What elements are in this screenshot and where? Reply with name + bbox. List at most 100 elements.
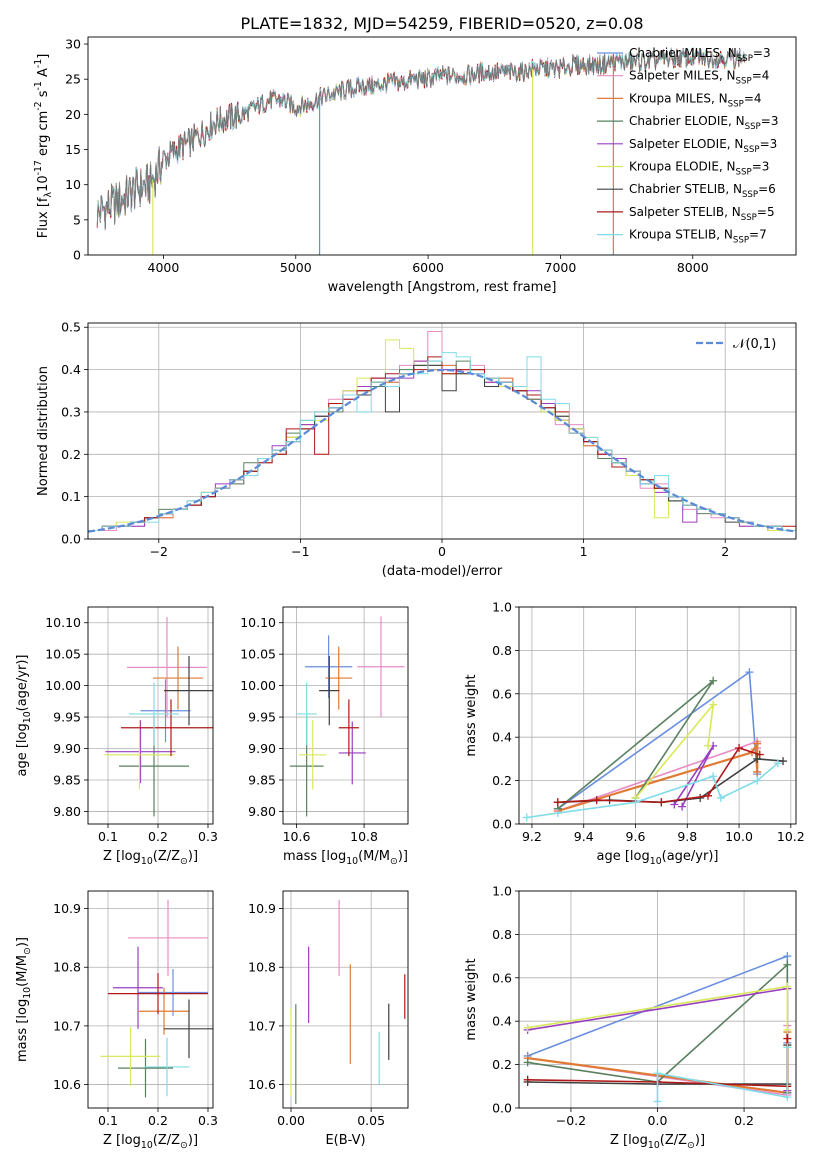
- y-tick-label: 0.4: [492, 1014, 512, 1029]
- ticks: 9.2 9.4 9.6 9.8 10.0 10.2 0.0 0.2 0.4 0.6 0.8 1.0: [492, 600, 805, 845]
- error-bars: [289, 616, 405, 817]
- data-point: [523, 1075, 532, 1084]
- y-tick-label: 0.5: [61, 320, 81, 335]
- y-tick-label: 0.2: [61, 447, 81, 462]
- legend-label: Chabrier STELIB, NSSP=6: [629, 182, 776, 200]
- x-tick-label: −1: [291, 544, 309, 559]
- x-tick-label: 9.8: [677, 829, 697, 844]
- data-point: [779, 757, 788, 766]
- error-bars: [290, 899, 406, 1104]
- x-tick-label: 1: [580, 544, 588, 559]
- x-tick-label: 7000: [545, 260, 577, 275]
- mass-vs-z-panel: 0.1 0.2 0.3 10.6 10.7 10.8 10.9 Z [log10(Z/Z⊙)]…: [15, 890, 218, 1151]
- y-tick-label: 5: [73, 212, 81, 227]
- series-line: [557, 670, 758, 810]
- data-point: [592, 796, 601, 805]
- data-point: [753, 767, 762, 776]
- data-point: [735, 744, 744, 753]
- axes-frame: [87, 606, 214, 825]
- x-tick-label: 6000: [412, 260, 444, 275]
- spectrum-line: [96, 47, 746, 229]
- x-tick-label: 8000: [677, 260, 709, 275]
- data-point: [553, 809, 562, 818]
- legend-label: 𝒩(0,1): [733, 337, 776, 352]
- y-tick-label: 9.80: [248, 804, 276, 819]
- data-point: [523, 1023, 532, 1032]
- legend-label: Kroupa MILES, NSSP=4: [629, 91, 762, 109]
- axes-frame: [518, 890, 797, 1109]
- data-point: [753, 739, 762, 748]
- data-point: [783, 982, 792, 991]
- x-tick-label: 0.05: [357, 1113, 385, 1128]
- y-tick-label: 10.9: [248, 901, 276, 916]
- y-tick-label: 1.0: [492, 600, 512, 615]
- data-point: [709, 772, 718, 781]
- x-tick-label: 0: [438, 544, 446, 559]
- y-tick-label: 9.85: [248, 772, 276, 787]
- x-tick-label: 4000: [148, 260, 180, 275]
- y-tick-label: 9.85: [53, 772, 81, 787]
- spectrum-lines: [96, 47, 746, 255]
- weight-vs-age-panel: 9.2 9.4 9.6 9.8 10.0 10.2 0.0 0.2 0.4 0.6 0.8 1.0 ag…: [464, 600, 805, 868]
- x-tick-label: 0.0: [648, 1113, 668, 1128]
- y-axis-label: Flux [fλ10-17 erg cm-2 s-1 A-1]: [33, 54, 54, 239]
- y-tick-label: 30: [65, 37, 81, 52]
- y-tick-label: 10.00: [45, 678, 81, 693]
- error-bars: [100, 899, 213, 1098]
- y-tick-label: 0.2: [492, 1057, 512, 1072]
- ticks: 4000 5000 6000 7000 8000 0 5 10 15 20 25 30: [65, 37, 709, 275]
- x-tick-label: 0.00: [277, 1113, 305, 1128]
- axes-frame: [87, 322, 797, 540]
- ticks: 0.1 0.2 0.3 10.6 10.7 10.8 10.9: [53, 901, 218, 1128]
- error-bars: [104, 617, 213, 817]
- data-point: [745, 668, 754, 677]
- data-point: [523, 1058, 532, 1067]
- x-axis-label: mass [log10(M/M⊙)]: [283, 849, 408, 867]
- y-tick-label: 10.7: [53, 1018, 81, 1033]
- mass-vs-ebv-panel: 0.00 0.05 10.6 10.7 10.8 10.9 E(B-V): [248, 890, 409, 1148]
- legend-label: Chabrier MILES, NSSP=3: [629, 46, 771, 64]
- x-tick-label: 10.0: [725, 829, 753, 844]
- y-tick-label: 25: [65, 72, 81, 87]
- y-tick-label: 15: [65, 142, 81, 157]
- weight-series: [523, 952, 792, 1106]
- y-tick-label: 20: [65, 107, 81, 122]
- y-tick-label: 10.8: [248, 960, 276, 975]
- legend-label: Salpeter MILES, NSSP=4: [629, 69, 769, 87]
- data-point: [783, 1093, 792, 1102]
- x-tick-label: −0.2: [556, 1113, 586, 1128]
- y-tick-label: 10.8: [53, 960, 81, 975]
- y-tick-label: 0.3: [61, 404, 81, 419]
- y-tick-label: 0.4: [61, 362, 81, 377]
- legend: 𝒩(0,1): [696, 337, 776, 352]
- legend-label: Salpeter STELIB, NSSP=5: [629, 205, 775, 223]
- y-tick-label: 0.8: [492, 643, 512, 658]
- ticks: −2 −1 0 1 2 0.0 0.1 0.2 0.3 0.4 0.5: [61, 320, 729, 559]
- y-tick-label: 10.05: [240, 647, 276, 662]
- data-point: [753, 776, 762, 785]
- y-tick-label: 10.00: [240, 678, 276, 693]
- data-point: [657, 798, 666, 807]
- axes-frame: [518, 606, 797, 825]
- data-point: [522, 813, 531, 822]
- data-point: [783, 960, 792, 969]
- axes-frame: [282, 890, 409, 1109]
- y-axis-label: Normed distribution: [36, 366, 51, 496]
- data-point: [703, 741, 712, 750]
- weight-vs-z-panel: −0.2 0.0 0.2 0.0 0.2 0.4 0.6 0.8 1.0 Z [log10(Z/Z…: [464, 884, 797, 1151]
- y-tick-label: 0: [73, 248, 81, 263]
- axes-frame: [87, 890, 214, 1109]
- x-axis-label: E(B-V): [325, 1133, 365, 1148]
- y-tick-label: 0.2: [492, 773, 512, 788]
- x-axis-label: age [log10(age/yr)]: [597, 849, 719, 867]
- legend: Chabrier MILES, NSSP=3 Salpeter MILES, NS…: [597, 46, 778, 246]
- x-tick-label: 0.2: [734, 1113, 754, 1128]
- x-axis-label: Z [log10(Z/Z⊙)]: [610, 1133, 705, 1151]
- data-point: [709, 676, 718, 685]
- y-tick-label: 10.9: [53, 901, 81, 916]
- x-tick-label: 10.2: [777, 829, 805, 844]
- x-tick-label: −2: [150, 544, 168, 559]
- legend-label: Kroupa ELODIE, NSSP=3: [629, 160, 769, 178]
- axes-frame: [87, 36, 797, 256]
